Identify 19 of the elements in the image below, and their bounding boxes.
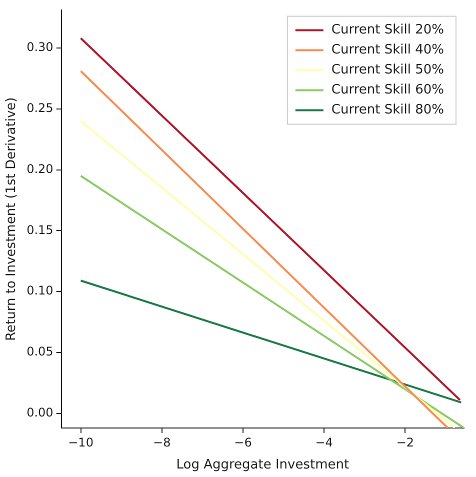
y-tick-label: 0.20 xyxy=(26,162,54,176)
legend-label: Current Skill 60% xyxy=(331,82,444,98)
x-tick-label: −4 xyxy=(315,435,333,450)
y-tick-label: 0.25 xyxy=(26,100,54,115)
x-tick-label: −2 xyxy=(396,435,414,450)
y-tick-label: 0.00 xyxy=(26,406,54,420)
y-tick-label: 0.30 xyxy=(26,40,54,54)
y-tick-label: 0.10 xyxy=(26,284,54,298)
legend-label: Current Skill 80% xyxy=(331,102,444,118)
y-axis-title: Return to Investment (1st Derivative) xyxy=(4,97,20,341)
legend-label: Current Skill 40% xyxy=(331,42,444,58)
legend-label: Current Skill 50% xyxy=(331,62,444,78)
x-axis-title: Log Aggregate Investment xyxy=(176,458,350,473)
y-tick-label: 0.15 xyxy=(26,222,54,237)
x-tick-label: −10 xyxy=(68,435,94,450)
legend-label: Current Skill 20% xyxy=(331,22,444,38)
y-tick-label: 0.05 xyxy=(26,344,54,359)
x-tick-label: −6 xyxy=(234,435,252,450)
x-tick-label: −8 xyxy=(153,435,171,450)
